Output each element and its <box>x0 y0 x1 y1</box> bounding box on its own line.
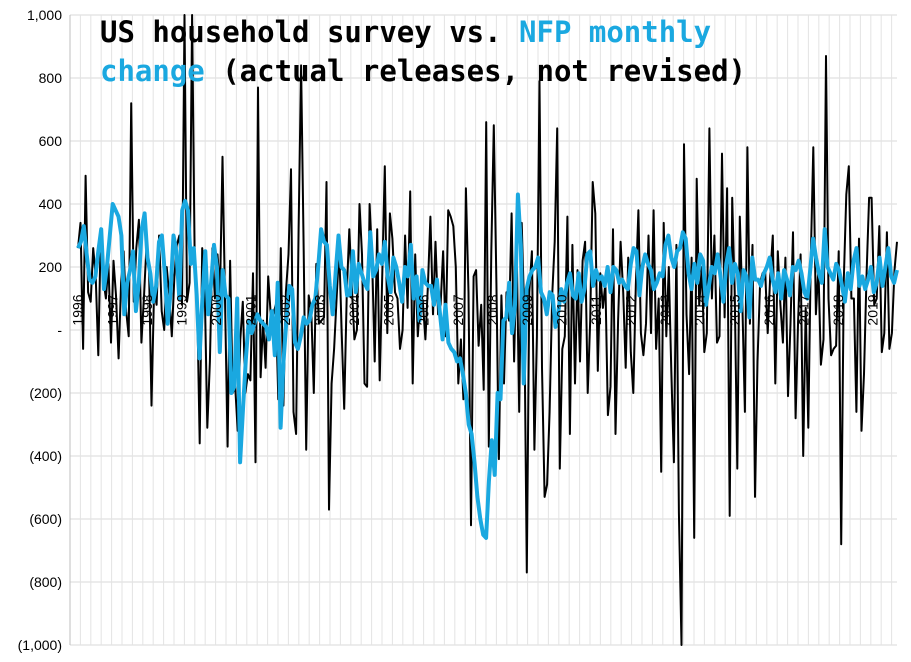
x-tick-label: 1997 <box>104 294 120 325</box>
grid <box>69 14 897 646</box>
title-part-subtitle: (actual releases, not revised) <box>205 54 746 88</box>
x-tick-label: 2016 <box>761 294 777 325</box>
series-layer <box>76 14 899 646</box>
x-tick-label: 2005 <box>381 294 397 325</box>
x-tick-label: 2002 <box>277 294 293 325</box>
x-tick-label: 2008 <box>484 294 500 325</box>
x-tick-label: 2015 <box>726 294 742 325</box>
y-tick-label: (400) <box>29 448 62 464</box>
x-tick-label: 2019 <box>865 294 881 325</box>
nfp-series-line <box>76 192 899 540</box>
y-axis: 1,000 800 600 400 200 - (200) (400) (600) (800) (1… <box>18 7 63 653</box>
chart-title-line1: US household survey vs. NFP monthly <box>100 15 711 49</box>
x-tick-label: 2007 <box>450 294 466 325</box>
x-tick-label: 2013 <box>657 294 673 325</box>
x-tick-label: 2004 <box>346 294 362 325</box>
x-tick-label: 2018 <box>830 294 846 325</box>
x-tick-label: 2001 <box>242 294 258 325</box>
x-tick-label: 2017 <box>795 294 811 325</box>
x-tick-label: 1998 <box>139 294 155 325</box>
x-tick-label: 2014 <box>692 294 708 325</box>
title-part-change: change <box>100 54 205 88</box>
y-tick-label: (800) <box>29 574 62 590</box>
y-tick-label: (200) <box>29 385 62 401</box>
x-tick-label: 1996 <box>70 294 86 325</box>
chart-title-line2: change (actual releases, not revised) <box>100 54 746 88</box>
y-tick-label: (1,000) <box>18 637 62 653</box>
y-tick-label: 200 <box>39 259 63 275</box>
y-tick-label: - <box>57 322 62 338</box>
title-part-nfp: NFP monthly <box>519 15 711 49</box>
x-axis: 1996 1997 1998 1999 2000 2001 2002 2003 2004 2005… <box>70 294 881 325</box>
y-tick-label: 400 <box>39 196 63 212</box>
x-tick-label: 2011 <box>588 295 604 325</box>
x-tick-label: 2003 <box>312 294 328 325</box>
x-tick-label: 2000 <box>208 294 224 325</box>
title-part-household: US household survey vs. <box>100 15 519 49</box>
y-tick-label: 1,000 <box>27 7 62 23</box>
y-tick-label: 800 <box>39 70 63 86</box>
x-tick-label: 2006 <box>415 294 431 325</box>
y-tick-label: (600) <box>29 511 62 527</box>
x-tick-label: 2009 <box>519 294 535 325</box>
y-tick-label: 600 <box>39 133 63 149</box>
x-tick-label: 2010 <box>554 294 570 325</box>
x-tick-label: 1999 <box>173 294 189 325</box>
x-tick-label: 2012 <box>623 294 639 325</box>
